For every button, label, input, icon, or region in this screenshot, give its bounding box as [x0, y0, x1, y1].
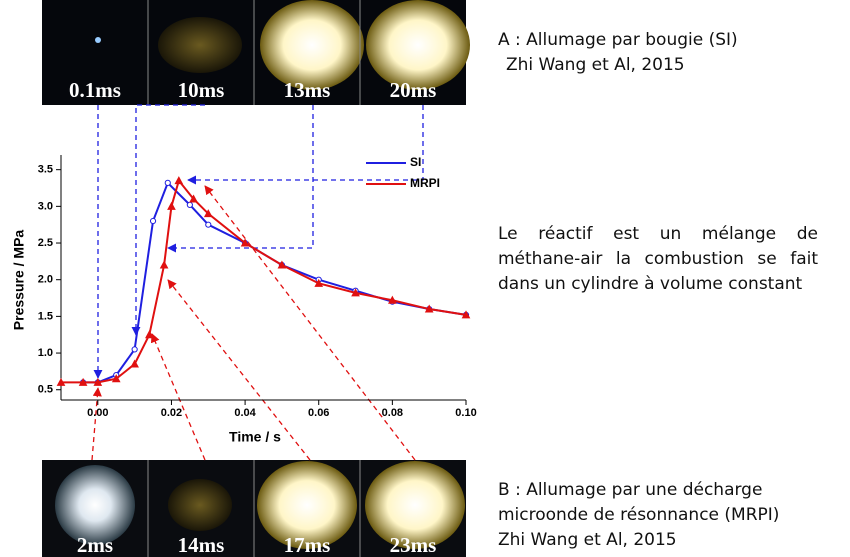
marker: [167, 201, 176, 210]
x-tick-label: 0.08: [382, 407, 403, 419]
image-label: 13ms: [284, 78, 331, 102]
note-a-ref: Zhi Wang et Al, 2015: [506, 55, 685, 75]
legend-label: MRPI: [410, 176, 440, 190]
legend-label: SI: [410, 155, 421, 169]
arrow: [150, 333, 206, 461]
image-label: 20ms: [390, 78, 437, 102]
marker: [174, 176, 184, 185]
image-label: 2ms: [77, 533, 113, 557]
marker: [93, 377, 103, 386]
marker: [130, 359, 139, 368]
marker: [111, 374, 121, 383]
marker: [159, 260, 169, 269]
x-axis-title: Time / s: [229, 429, 281, 445]
marker: [351, 288, 360, 297]
y-tick-label: 3.5: [38, 164, 53, 176]
arrow: [167, 279, 311, 461]
y-tick-label: 0.5: [38, 384, 53, 396]
x-tick-label: 0.02: [161, 407, 182, 419]
image-label: 17ms: [284, 533, 331, 557]
arrow: [91, 387, 102, 461]
marker: [189, 194, 198, 203]
marker: [388, 295, 397, 304]
marker: [131, 346, 138, 353]
flame: [158, 17, 242, 73]
marker: [277, 260, 287, 269]
flame: [366, 0, 470, 90]
arrow: [167, 105, 314, 253]
image-label: 0.1ms: [69, 78, 121, 102]
image-label: 14ms: [178, 533, 225, 557]
note-b-ref: Zhi Wang et Al, 2015: [498, 530, 677, 550]
arrow: [204, 185, 416, 461]
x-tick-label: 0.00: [87, 407, 108, 419]
y-tick-label: 2.0: [38, 274, 53, 286]
y-axis-title: Pressure / MPa: [11, 230, 27, 331]
marker: [314, 278, 324, 287]
marker: [145, 330, 154, 339]
line: [61, 178, 467, 384]
flame: [365, 461, 465, 549]
x-tick-label: 0.10: [455, 407, 476, 419]
note-b-title: B : Allumage par une décharge microonde …: [498, 480, 780, 525]
marker: [203, 209, 213, 218]
y-tick-label: 1.0: [38, 347, 53, 359]
arrow: [187, 105, 424, 185]
marker: [461, 310, 471, 319]
note-description: Le réactif est un mélange de méthane-air…: [498, 224, 818, 294]
marker: [56, 377, 66, 386]
marker: [164, 179, 171, 186]
annotation-arrows: [91, 104, 424, 461]
y-tick-label: 1.5: [38, 310, 53, 322]
flame: [257, 461, 357, 549]
marker: [186, 201, 193, 208]
marker: [78, 377, 88, 386]
image-label: 10ms: [178, 78, 225, 102]
flame: [55, 465, 135, 545]
flame: [260, 0, 364, 90]
marker: [424, 304, 434, 313]
x-tick-label: 0.04: [234, 407, 256, 419]
y-tick-label: 2.5: [38, 237, 53, 249]
marker: [240, 238, 250, 247]
marker: [149, 217, 157, 225]
x-tick-label: 0.06: [308, 407, 329, 419]
flame: [95, 37, 101, 43]
marker: [205, 221, 212, 228]
y-tick-label: 3.0: [38, 200, 53, 212]
note-a-title: A : Allumage par bougie (SI): [498, 30, 738, 50]
bottom-strip: [42, 460, 466, 557]
top-strip: [42, 0, 470, 105]
flame: [168, 479, 232, 531]
arrow: [131, 104, 205, 336]
image-label: 23ms: [390, 533, 437, 557]
